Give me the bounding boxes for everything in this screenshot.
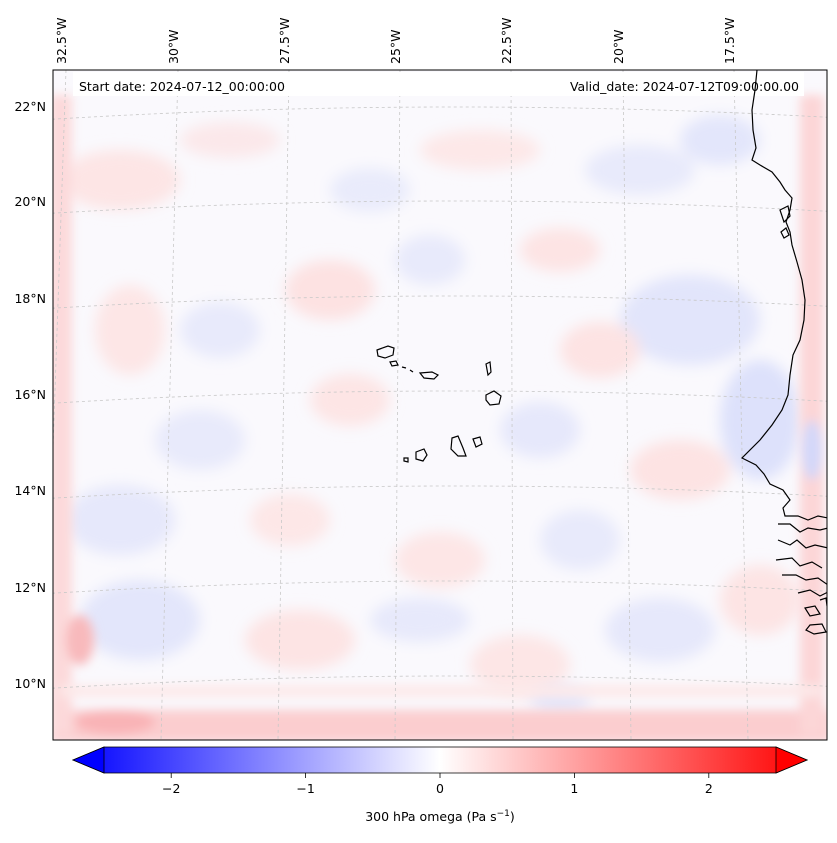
- valid-date-label: Valid_date: 2024-07-12T09:00:00.00: [570, 79, 799, 94]
- colorbar-label: 300 hPa omega (Pa s−1): [365, 809, 515, 824]
- colorbar-max-extend: [775, 746, 809, 774]
- lat-label: 20°N: [14, 194, 46, 209]
- header-strip: [73, 72, 804, 96]
- lon-label: 22.5°W: [499, 18, 514, 64]
- lat-label: 10°N: [14, 676, 46, 691]
- colorbar: −2 −1 0 1 2 300 hPa omega (Pa s−1): [71, 746, 809, 824]
- cape-verde-islands: [376, 345, 502, 463]
- latitude-labels: 22°N 20°N 18°N 16°N 14°N 12°N 10°N: [14, 99, 46, 691]
- lon-label: 17.5°W: [722, 18, 737, 64]
- start-date-label: Start date: 2024-07-12_00:00:00: [79, 79, 285, 94]
- africa-coastline: [740, 70, 827, 635]
- colorbar-tick-label: 2: [705, 781, 713, 796]
- longitude-labels: 32.5°W 30°W 27.5°W 25°W 22.5°W 20°W 17.5…: [54, 18, 737, 64]
- lon-label: 30°W: [166, 29, 181, 64]
- lat-label: 12°N: [14, 580, 46, 595]
- colorbar-bar: [71, 746, 809, 774]
- lon-label: 20°W: [611, 29, 626, 64]
- lon-label: 25°W: [388, 29, 403, 64]
- colorbar-tick-label: 0: [436, 781, 444, 796]
- colorbar-tick-label: −2: [162, 781, 180, 796]
- colorbar-min-extend: [71, 746, 105, 774]
- lat-label: 22°N: [14, 99, 46, 114]
- colorbar-tick-label: −1: [296, 781, 314, 796]
- lon-label: 32.5°W: [54, 18, 69, 64]
- map-area[interactable]: [40, 70, 837, 742]
- colorbar-tick-label: 1: [570, 781, 578, 796]
- colorbar-ticks: −2 −1 0 1 2: [162, 773, 713, 796]
- lat-label: 14°N: [14, 483, 46, 498]
- lat-label: 16°N: [14, 387, 46, 402]
- map-frame: [52, 69, 828, 741]
- lon-label: 27.5°W: [277, 18, 292, 64]
- lat-label: 18°N: [14, 291, 46, 306]
- omega-field: [60, 115, 800, 714]
- graticule: [53, 70, 827, 740]
